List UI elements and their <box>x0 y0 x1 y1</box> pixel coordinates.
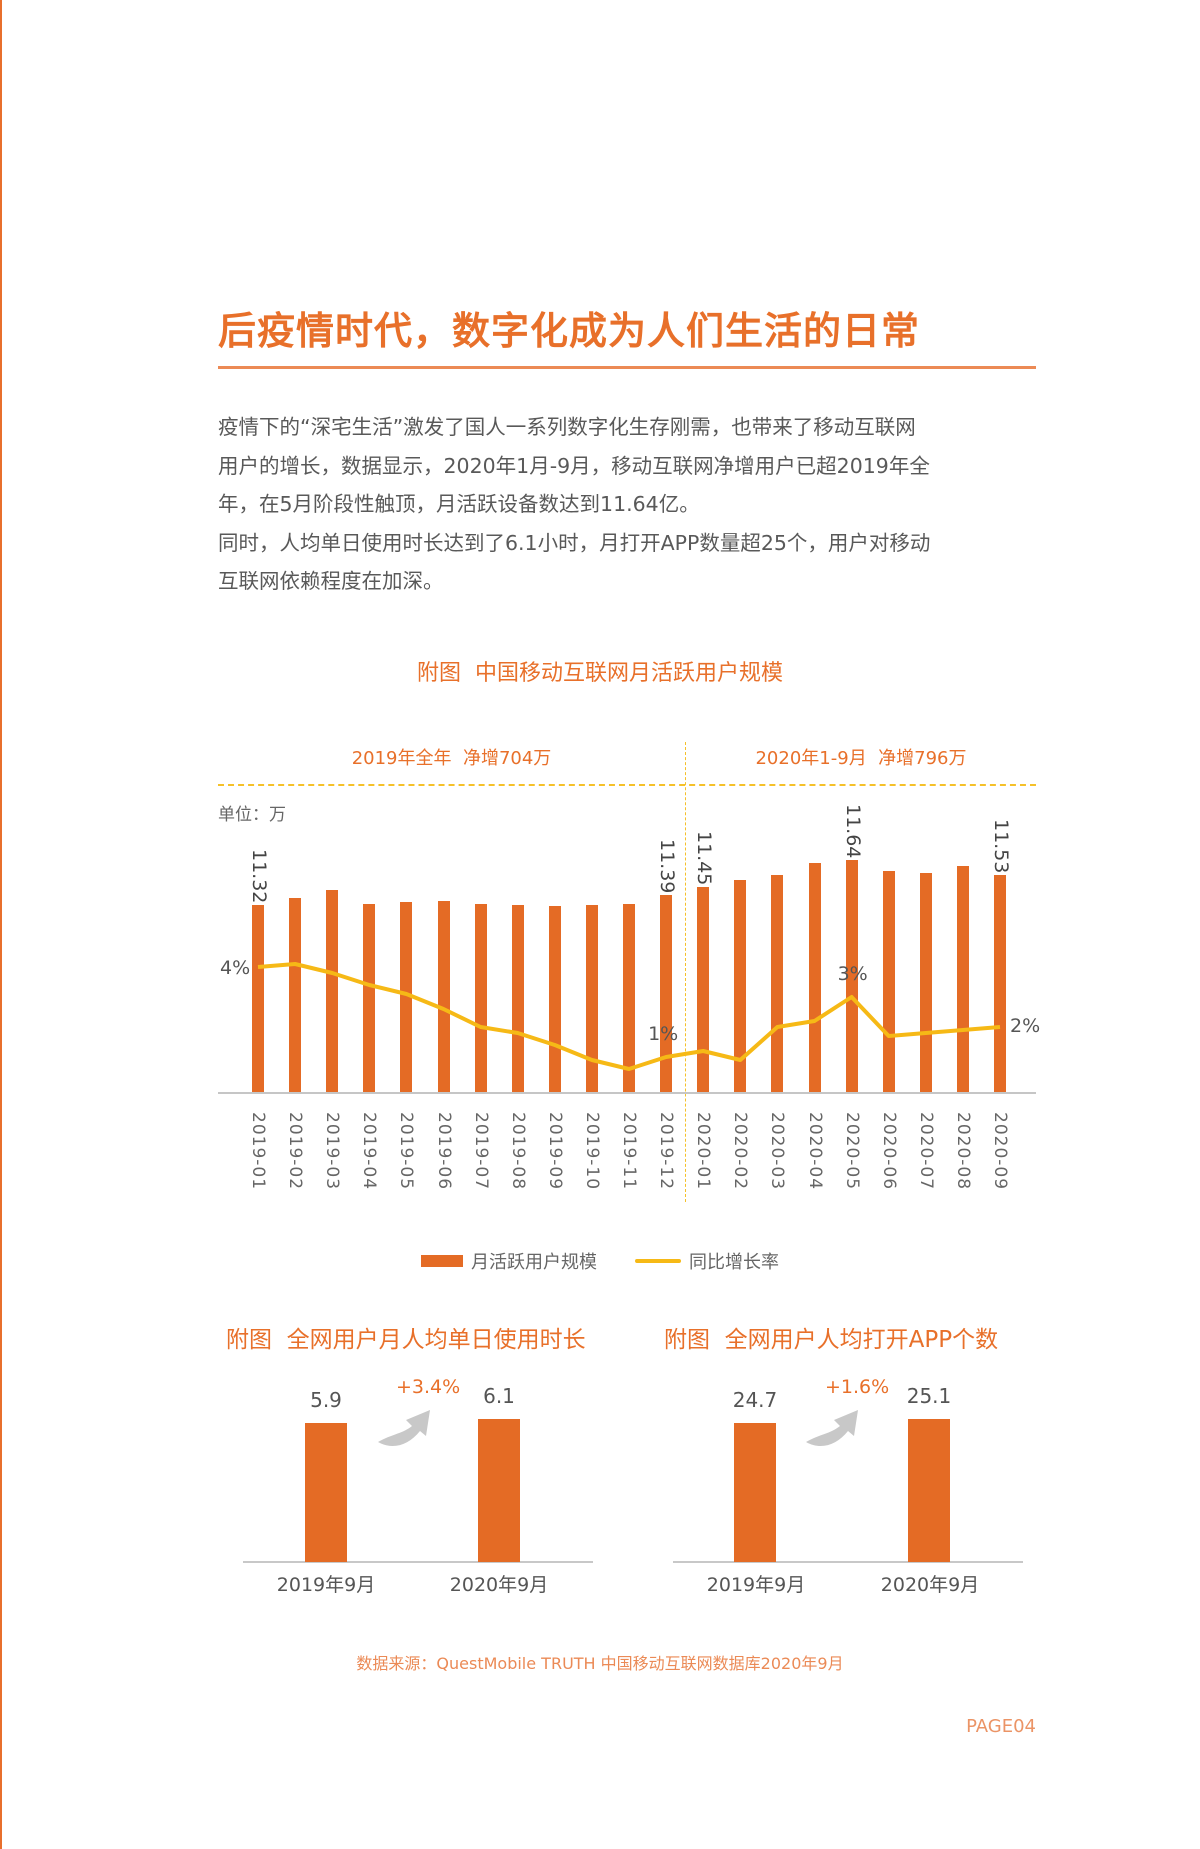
mau-bar <box>474 903 487 1092</box>
bar-value-label: 11.32 <box>248 849 270 904</box>
app-count-x-label-2020: 2020年9月 <box>880 1574 980 1596</box>
bar-value-label: 11.39 <box>656 839 679 894</box>
period-divider-horizontal <box>218 784 1036 786</box>
mau-bar <box>734 879 747 1092</box>
mau-bar <box>919 872 932 1092</box>
mau-bar <box>400 902 413 1092</box>
body-line: 互联网依赖程度在加深。 <box>218 569 444 593</box>
mau-bar <box>660 895 673 1092</box>
period-label-2020: 2020年1-9月 净增796万 <box>755 748 967 769</box>
growth-rate-label: 1% <box>648 1023 679 1045</box>
legend-line-swatch <box>635 1259 681 1263</box>
app-count-x-axis <box>673 1561 1023 1563</box>
usage-time-bar-2019 <box>305 1423 347 1562</box>
app-count-growth: +1.6% <box>825 1376 890 1398</box>
growth-rate-label: 4% <box>220 957 251 979</box>
app-count-x-label-2019: 2019年9月 <box>706 1574 806 1596</box>
body-paragraph: 疫情下的“深宅生活”激发了国人一系列数字化生存刚需，也带来了移动互联网 用户的增… <box>218 408 1038 601</box>
mau-bar <box>326 889 339 1092</box>
app-count-value-2020: 25.1 <box>906 1384 952 1408</box>
bar-value-label: 11.64 <box>841 804 864 859</box>
mau-bar <box>511 905 524 1092</box>
growth-arrow-icon <box>378 1410 430 1447</box>
mau-bar <box>585 905 598 1092</box>
usage-time-bar-2020 <box>478 1419 520 1562</box>
mau-bar <box>363 903 376 1092</box>
bar-value-label: 11.53 <box>990 819 1012 874</box>
page-title: 后疫情时代，数字化成为人们生活的日常 <box>218 309 921 353</box>
growth-arrow-icon <box>806 1410 858 1447</box>
mau-bar <box>623 903 635 1092</box>
body-line: 用户的增长，数据显示，2020年1月-9月，移动互联网净增用户已超2019年全 <box>218 453 930 478</box>
mau-bar <box>437 900 450 1092</box>
mau-bar <box>771 875 784 1092</box>
growth-rate-label: 3% <box>837 963 868 985</box>
main-chart-legend: 月活跃用户规模 同比增长率 <box>0 1248 1200 1274</box>
growth-rate-label: 2% <box>1010 1015 1041 1037</box>
page-number: PAGE04 <box>966 1716 1036 1737</box>
usage-time-x-axis <box>243 1561 593 1563</box>
mau-bar <box>289 897 302 1092</box>
data-source-note: 数据来源：QuestMobile TRUTH 中国移动互联网数据库2020年9月 <box>356 1654 844 1673</box>
app-count-value-2019: 24.7 <box>732 1388 778 1412</box>
unit-label: 单位：万 <box>218 805 286 825</box>
usage-time-chart-title: 附图 全网用户月人均单日使用时长 <box>226 1327 586 1353</box>
page-left-border <box>0 0 2 1849</box>
body-line: 疫情下的“深宅生活”激发了国人一系列数字化生存刚需，也带来了移动互联网 <box>218 415 916 439</box>
app-count-bar-2019 <box>734 1423 776 1562</box>
mau-bar <box>697 886 710 1092</box>
legend-bar-swatch <box>421 1255 463 1267</box>
title-underline <box>218 366 1036 369</box>
body-line: 年，在5月阶段性触顶，月活跃设备数达到11.64亿。 <box>218 492 700 516</box>
mau-bar <box>808 862 821 1092</box>
usage-time-value-2019: 5.9 <box>310 1388 342 1412</box>
usage-time-value-2020: 6.1 <box>483 1384 515 1408</box>
legend-item-growth: 同比增长率 <box>635 1248 779 1274</box>
mau-bar <box>994 875 1006 1092</box>
mau-bar <box>845 860 858 1092</box>
period-divider-vertical <box>685 742 686 1202</box>
usage-time-growth: +3.4% <box>396 1376 461 1398</box>
bar-value-label: 11.45 <box>693 830 716 886</box>
main-chart-title: 附图 中国移动互联网月活跃用户规模 <box>417 661 783 686</box>
legend-label-mau: 月活跃用户规模 <box>471 1252 597 1273</box>
app-count-chart-title: 附图 全网用户人均打开APP个数 <box>664 1327 999 1353</box>
x-axis <box>218 1092 1036 1094</box>
usage-time-x-label-2019: 2019年9月 <box>276 1574 376 1596</box>
app-count-bar-2020 <box>908 1419 950 1562</box>
mau-bar <box>956 865 969 1092</box>
usage-time-x-label-2020: 2020年9月 <box>449 1574 549 1596</box>
body-line: 同时，人均单日使用时长达到了6.1小时，月打开APP数量超25个，用户对移动 <box>218 530 931 555</box>
legend-label-growth: 同比增长率 <box>689 1252 779 1273</box>
period-label-2019: 2019年全年 净增704万 <box>351 748 552 769</box>
mau-bar <box>252 905 264 1092</box>
legend-item-mau: 月活跃用户规模 <box>421 1248 597 1274</box>
